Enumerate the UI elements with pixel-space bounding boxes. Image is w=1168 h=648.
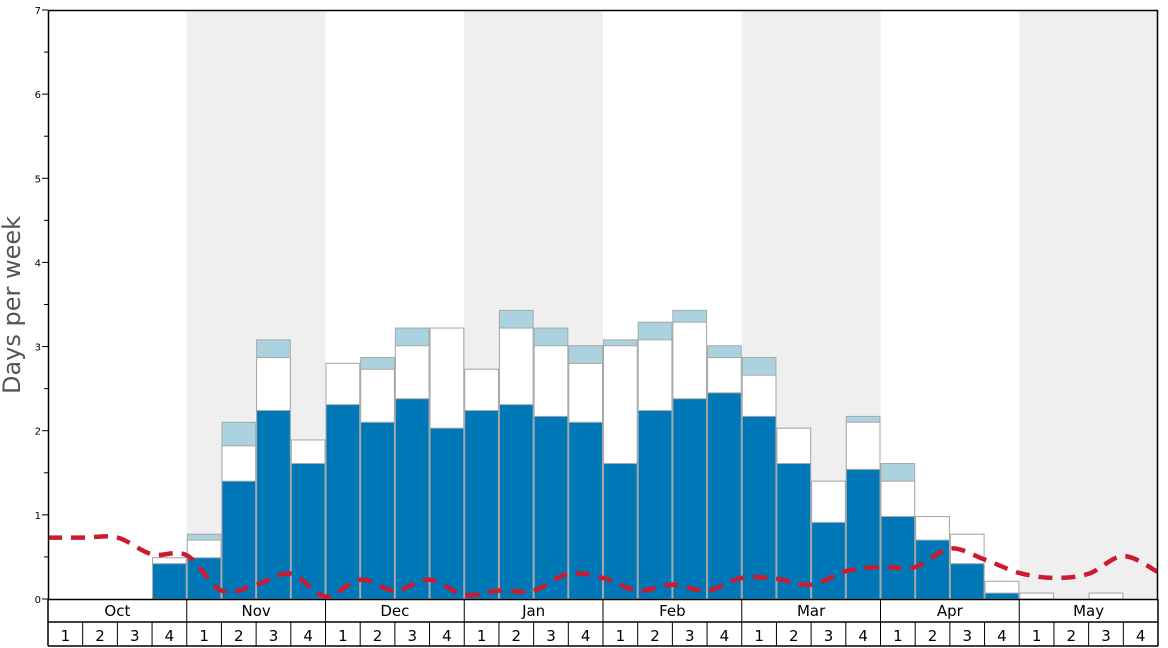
bar-main-segment [325,404,361,600]
week-label: 4 [997,627,1007,645]
week-label: 3 [546,627,556,645]
month-label: Apr [937,602,964,620]
week-label: 4 [858,627,868,645]
month-label: Dec [380,602,409,620]
bar-main-segment [845,468,881,600]
y-tick-label: 7 [35,6,41,17]
average-line-path [48,534,1158,599]
week-label: 1 [338,627,348,645]
week-label: 1 [1032,627,1042,645]
bar-mid-segment [1088,592,1124,600]
bar-main-segment [776,463,812,600]
y-tick-label: 2 [35,427,41,438]
y-tick-label: 4 [35,258,41,269]
month-label: Nov [241,602,270,620]
bar-main-segment [221,480,257,600]
week-label: 2 [95,627,105,645]
week-label: 3 [1101,627,1111,645]
week-label: 3 [407,627,417,645]
week-label: 4 [303,627,313,645]
bar-main-segment [533,415,569,600]
bar-main-segment [603,463,638,600]
bar-main-segment [290,463,326,600]
average-line [48,534,1158,599]
week-label: 2 [234,627,244,645]
y-axis-label: Days per week [0,216,26,394]
bar-main-segment [637,410,673,600]
bar-main-segment [915,539,950,600]
bar-main-segment [880,516,916,600]
week-label: 1 [199,627,209,645]
week-label: 3 [962,627,972,645]
bar-main-segment [672,398,708,600]
y-tick-label: 3 [35,343,41,354]
bar-main-segment [568,421,603,600]
y-tick-label: 6 [35,90,41,101]
month-label: Oct [104,602,130,620]
week-label: 4 [1136,627,1146,645]
bar-main-segment [949,563,985,600]
bar-mid-segment [1019,592,1054,600]
week-label: 4 [442,627,452,645]
week-label: 2 [1067,627,1077,645]
month-label: Mar [797,602,826,620]
bars [152,309,1124,600]
x-axis: Oct 1 2 3 4 Nov 1 2 3 4 Dec 1 2 3 4 Jan 1 2 3 4 Feb 1 2 3 4 Mar 1 2… [47,599,1159,647]
bar-main-segment [360,421,395,600]
week-label: 2 [928,627,938,645]
bar-main-segment [811,521,846,600]
week-label: 3 [685,627,695,645]
month-label: Jan [521,602,545,620]
week-label: 3 [130,627,140,645]
week-label: 1 [477,627,487,645]
week-label: 2 [789,627,799,645]
week-label: 4 [720,627,730,645]
month-label: Feb [659,602,686,620]
week-label: 1 [616,627,626,645]
y-tick-label: 0 [35,595,41,606]
bar-main-segment [256,410,291,600]
week-label: 2 [512,627,522,645]
month-bands [186,10,1158,599]
bar-main-segment [741,415,777,600]
bar-main-segment [498,404,534,600]
bar-main-segment [186,557,222,600]
week-label: 1 [893,627,903,645]
week-label: 3 [269,627,279,645]
bar-main-segment [707,392,742,600]
bar-main-segment [984,592,1020,600]
month-band [1019,10,1158,599]
week-label: 1 [754,627,764,645]
week-label: 4 [165,627,175,645]
y-axis: 0 1 2 3 4 5 6 7 [35,6,48,606]
y-tick-label: 5 [35,174,41,185]
bar-main-segment [429,427,465,600]
bar-main-segment [464,410,499,600]
week-label: 1 [61,627,71,645]
week-label: 3 [824,627,834,645]
bar-main-segment [152,563,187,600]
week-label: 2 [650,627,660,645]
week-label: 2 [373,627,383,645]
y-tick-label: 1 [35,511,41,522]
month-label: May [1073,602,1104,620]
week-label: 4 [581,627,591,645]
bar-main-segment [394,398,430,600]
